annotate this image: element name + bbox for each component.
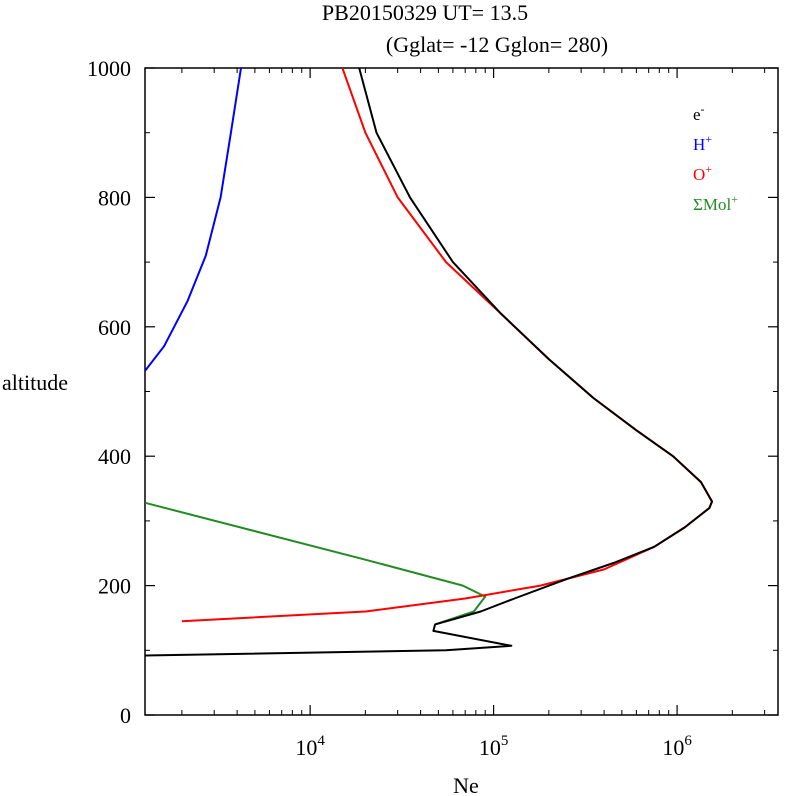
series-line-o [181, 68, 713, 623]
x-tick-exponent: 5 [501, 733, 509, 749]
x-axis-label: Ne [453, 773, 479, 796]
series-line-h [145, 68, 242, 372]
y-axis-label: altitude [2, 370, 68, 395]
x-axis-ticks: 104 105 106 [181, 68, 766, 760]
y-tick-label: 200 [98, 574, 131, 599]
y-axis-ticks: 0 200 400 600 800 1000 [87, 56, 778, 728]
series-line-mol [145, 501, 487, 626]
legend-entry: ΣMol+ [693, 192, 738, 214]
y-tick-label: 1000 [87, 56, 131, 81]
legend-entry: H+ [693, 132, 712, 154]
y-tick-label: 800 [98, 185, 131, 210]
chart-subtitle: (Gglat= -12 Gglon= 280) [386, 32, 608, 57]
x-tick-base: 10 [662, 735, 684, 760]
chart-title: PB20150329 UT= 13.5 [322, 0, 528, 25]
legend-entry: e- [693, 102, 705, 124]
x-tick-label: 105 [479, 733, 509, 760]
x-tick-label: 106 [662, 733, 692, 760]
series-group [145, 68, 713, 657]
x-tick-base: 10 [295, 735, 317, 760]
y-tick-label: 0 [120, 703, 131, 728]
x-tick-base: 10 [479, 735, 501, 760]
y-tick-label: 400 [98, 444, 131, 469]
y-tick-label: 600 [98, 315, 131, 340]
x-tick-exponent: 4 [317, 733, 325, 749]
series-line-e [145, 68, 713, 657]
x-tick-exponent: 6 [684, 733, 692, 749]
x-tick-label: 104 [295, 733, 325, 760]
legend-entry: O+ [693, 162, 712, 184]
legend: e- H+ O+ ΣMol+ [693, 102, 738, 214]
